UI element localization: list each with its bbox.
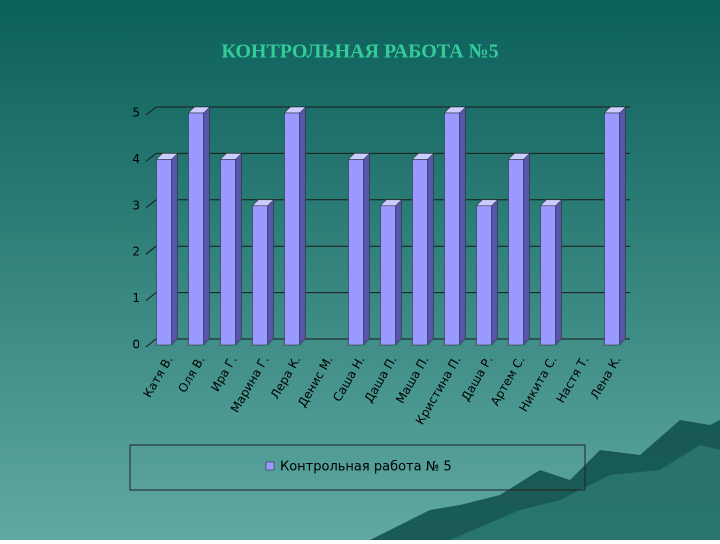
legend-swatch: [265, 461, 275, 471]
bar-side: [555, 199, 562, 346]
bar: [156, 159, 172, 346]
chart-title: КОНТРОЛЬНАЯ РАБОТА №5: [221, 41, 498, 63]
mountains-front: [450, 445, 720, 540]
bar: [604, 112, 620, 346]
tick-mark: [145, 292, 157, 301]
tick-mark: [145, 199, 157, 209]
bar-side: [523, 152, 530, 346]
tick-mark: [145, 245, 157, 255]
y-tick-label: 5: [132, 106, 140, 120]
bar-side: [363, 152, 370, 346]
y-tick-label: 3: [132, 198, 140, 212]
bar: [412, 159, 428, 346]
bar-side: [171, 152, 178, 346]
bar: [540, 205, 556, 346]
y-tick-label: 0: [132, 338, 140, 352]
tick-mark: [145, 153, 157, 162]
bar: [252, 205, 268, 346]
bar: [476, 205, 492, 346]
tick-mark: [145, 338, 157, 348]
bar-side: [491, 199, 498, 346]
bar: [220, 159, 236, 346]
bar-side: [299, 106, 306, 346]
y-tick-label: 2: [132, 245, 140, 259]
legend-box: [129, 444, 586, 491]
bar: [508, 159, 524, 346]
bar-side: [395, 199, 402, 346]
tick-mark: [145, 106, 157, 116]
bar-side: [427, 152, 434, 346]
bar-side: [203, 106, 210, 346]
bar: [444, 112, 460, 346]
bar-side: [235, 152, 242, 346]
y-tick-label: 4: [132, 152, 140, 166]
bar-side: [267, 199, 274, 346]
bar: [380, 205, 396, 346]
bar-side: [459, 106, 466, 346]
y-tick-label: 1: [132, 291, 140, 305]
bar: [284, 112, 300, 346]
bar: [348, 159, 364, 346]
legend-label: Контрольная работа № 5: [280, 460, 452, 475]
bar: [188, 112, 204, 346]
bar-side: [619, 106, 626, 346]
